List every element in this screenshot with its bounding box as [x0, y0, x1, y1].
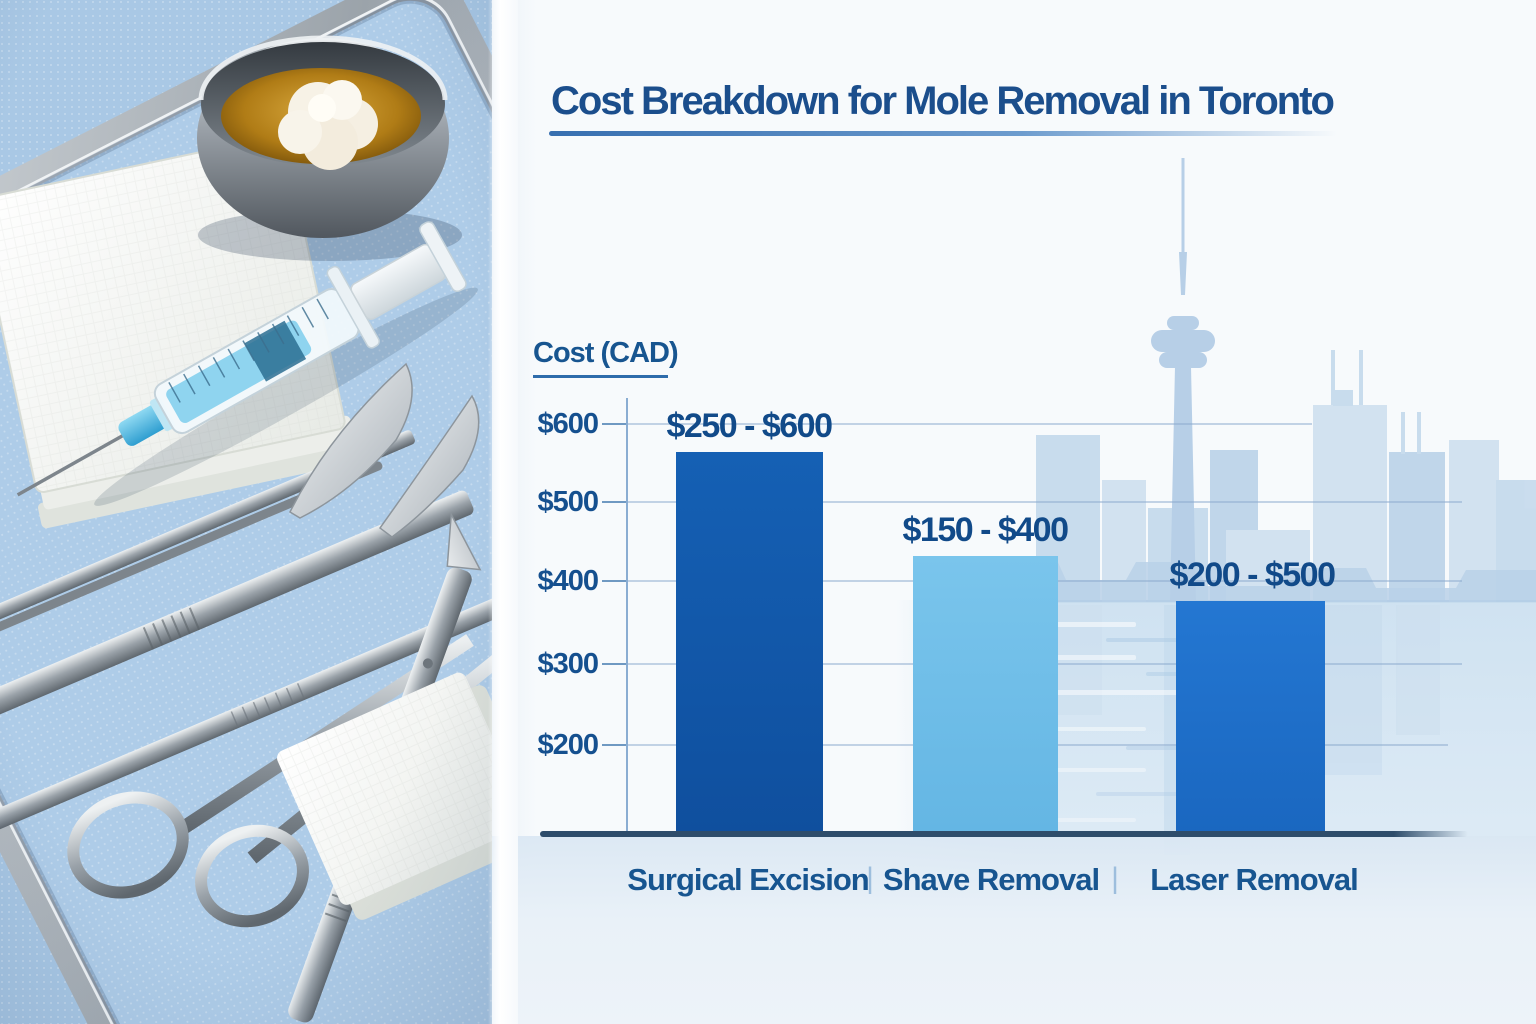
tick-500	[602, 501, 626, 503]
gridline-600	[628, 423, 1312, 425]
value-label-laser: $200 - $500	[1169, 556, 1337, 594]
category-separator: |	[866, 862, 874, 895]
tick-400	[602, 580, 626, 582]
category-label-shave: Shave Removal	[882, 862, 1100, 897]
cn-tower	[1151, 158, 1215, 602]
tick-label-200: $200	[537, 729, 599, 761]
bar-laser-removal	[1176, 601, 1325, 833]
y-axis-line	[626, 398, 628, 836]
category-label-surgical: Surgical Excision	[627, 862, 869, 897]
panel-divider	[488, 0, 518, 1024]
tick-label-400: $400	[537, 565, 599, 597]
gridline-500	[628, 501, 1462, 503]
tick-label-600: $600	[537, 408, 599, 440]
x-axis-baseline	[540, 831, 1468, 837]
bar-surgical-excision	[676, 452, 823, 833]
surgical-photo-illustration	[0, 0, 909, 1024]
skyline-buildings	[1016, 350, 1536, 602]
tick-200	[602, 744, 626, 746]
category-label-laser: Laser Removal	[1150, 862, 1359, 897]
value-label-shave: $150 - $400	[902, 511, 1070, 549]
surgical-instruments-photo	[0, 0, 909, 1024]
chart-panel: Cost Breakdown for Mole Removal in Toron…	[492, 0, 1536, 1024]
tick-600	[602, 423, 626, 425]
tick-label-300: $300	[537, 648, 599, 680]
title-underline	[549, 131, 1337, 136]
category-separator: |	[1111, 862, 1119, 895]
value-label-surgical: $250 - $600	[666, 407, 834, 445]
tick-label-500: $500	[537, 486, 599, 518]
y-axis-label-underline	[533, 375, 668, 378]
tick-300	[602, 663, 626, 665]
y-axis-label: Cost (CAD)	[533, 337, 679, 369]
chart-title: Cost Breakdown for Mole Removal in Toron…	[551, 79, 1335, 123]
bar-shave-removal	[913, 556, 1058, 833]
below-axis-strip	[492, 836, 1536, 1024]
